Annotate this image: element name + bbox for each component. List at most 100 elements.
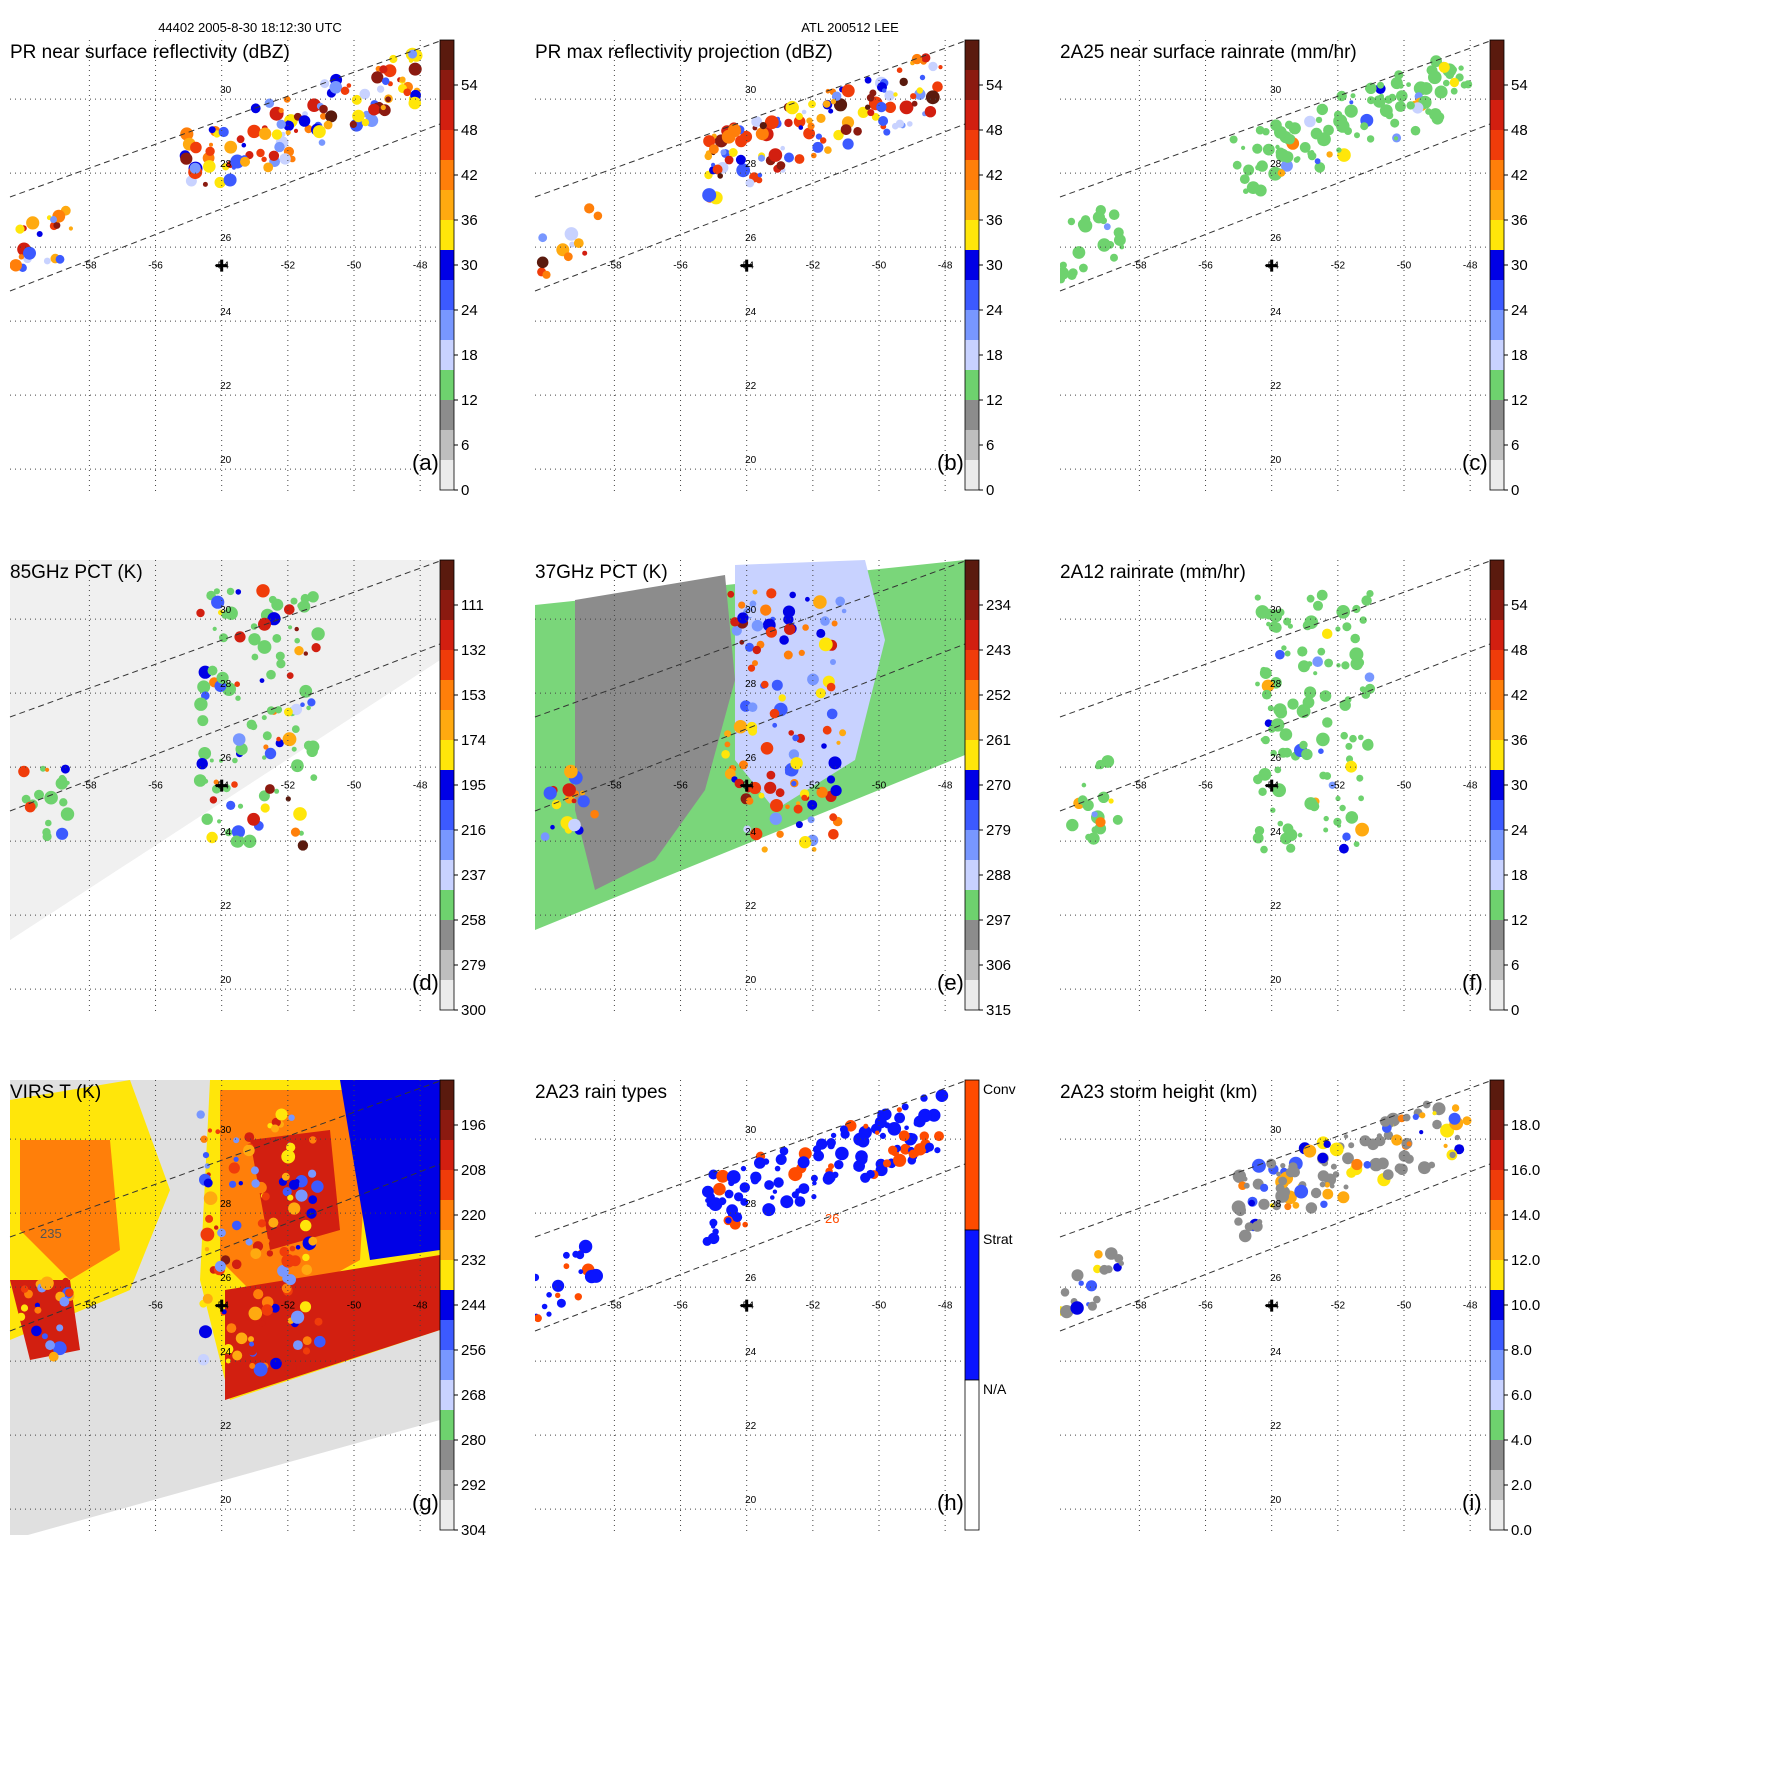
- colorbar-swatch: [440, 890, 454, 920]
- rain-pixel: [736, 163, 751, 178]
- rain-pixel: [1402, 1113, 1411, 1122]
- colorbar-swatch: [1490, 1170, 1504, 1200]
- rain-pixel: [253, 1362, 268, 1377]
- rain-pixel: [202, 181, 208, 187]
- panel-title: 2A25 near surface rainrate (mm/hr): [1060, 42, 1357, 63]
- colorbar-swatch: [440, 740, 454, 770]
- rain-pixel: [792, 734, 799, 742]
- colorbar: 196 208 220 232 244 256 268 280 292 304: [439, 1079, 486, 1539]
- colorbar-swatch: [965, 560, 979, 590]
- lon-tick-label: -52: [1331, 1301, 1346, 1312]
- rain-pixel: [1364, 672, 1375, 682]
- rain-pixel: [290, 597, 298, 605]
- rain-pixel: [263, 162, 274, 173]
- lat-tick-label: 28: [745, 1199, 757, 1210]
- rain-pixel: [1277, 169, 1286, 177]
- colorbar-label: 237: [461, 867, 486, 884]
- rain-pixel: [783, 650, 793, 660]
- panel-letter: (a): [412, 450, 439, 475]
- colorbar-swatch: [964, 1079, 980, 1231]
- rain-pixel: [794, 1196, 806, 1207]
- rain-pixel: [1376, 1133, 1382, 1139]
- lon-tick-label: -56: [148, 781, 163, 792]
- colorbar-label: 252: [986, 687, 1011, 704]
- colorbar-swatch: [965, 400, 979, 430]
- rain-pixel: [1317, 647, 1326, 656]
- colorbar-label: 14.0: [1511, 1207, 1540, 1224]
- rain-pixel: [725, 1217, 732, 1224]
- colorbar-swatch: [440, 130, 454, 160]
- rain-pixel: [34, 1302, 40, 1308]
- rain-pixel: [295, 1189, 308, 1202]
- rain-pixel: [766, 588, 777, 599]
- rain-pixel: [52, 1341, 67, 1356]
- rain-pixel: [319, 104, 328, 114]
- rain-pixel: [1081, 224, 1087, 230]
- colorbar-swatch: [440, 560, 454, 590]
- storm-center-icon: [1265, 259, 1278, 272]
- rain-pixel: [857, 106, 869, 118]
- rain-pixel: [300, 1219, 312, 1232]
- rain-pixel: [864, 76, 872, 84]
- rain-pixel: [281, 1149, 296, 1164]
- rain-pixel: [577, 795, 590, 808]
- rain-pixel: [830, 785, 842, 797]
- rain-pixel: [294, 626, 299, 632]
- rain-pixel: [835, 1146, 849, 1161]
- colorbar-label: 42: [1511, 167, 1528, 184]
- rain-pixel: [291, 1310, 305, 1324]
- rain-pixel: [243, 834, 257, 848]
- rain-pixel: [1258, 1198, 1270, 1210]
- rain-pixel: [36, 231, 43, 237]
- lat-tick-label: 30: [1270, 605, 1282, 616]
- lon-tick-label: -56: [148, 1301, 163, 1312]
- lat-tick-label: 20: [745, 1495, 757, 1506]
- rain-pixel: [225, 1358, 231, 1364]
- rain-pixel: [706, 1201, 713, 1208]
- colorbar-swatch: [440, 400, 454, 430]
- rain-pixel: [247, 124, 261, 139]
- rain-pixel: [304, 125, 313, 134]
- rain-pixel: [302, 1347, 311, 1355]
- rain-pixel: [924, 106, 937, 118]
- warm-ocean-region: [575, 575, 735, 890]
- colorbar-swatch: [440, 340, 454, 370]
- rain-pixel: [871, 113, 880, 121]
- colorbar-swatch: [965, 460, 979, 490]
- rain-pixel: [1356, 774, 1364, 782]
- rain-pixel: [1335, 795, 1341, 802]
- rain-pixel: [904, 1125, 909, 1131]
- lat-tick-label: 22: [1270, 381, 1282, 392]
- rain-pixel: [1342, 832, 1351, 841]
- rain-pixel: [204, 1247, 210, 1252]
- rain-pixel: [740, 1165, 747, 1172]
- rain-pixel: [1340, 731, 1348, 740]
- lat-tick-label: 22: [1270, 1421, 1282, 1432]
- rain-pixel: [747, 702, 758, 712]
- lat-tick-label: 20: [1270, 1495, 1282, 1506]
- rain-pixel: [314, 1317, 323, 1326]
- colorbar: 111 132 153 174 195 216 237 258 279 300: [439, 559, 486, 1019]
- rain-pixel: [1060, 1288, 1070, 1297]
- swath-edge: [1059, 123, 1491, 292]
- rain-pixel: [271, 1117, 281, 1127]
- rain-pixel: [235, 743, 248, 756]
- rain-pixel: [1345, 760, 1358, 773]
- rain-pixel: [1274, 126, 1287, 139]
- rain-pixel: [737, 612, 749, 624]
- rain-pixel: [65, 780, 70, 785]
- rain-pixel: [299, 1301, 312, 1313]
- rain-pixel: [1108, 209, 1120, 220]
- rain-pixel: [266, 1250, 274, 1257]
- rain-pixel: [828, 829, 839, 840]
- rain-pixel: [298, 600, 311, 613]
- rain-pixel: [1320, 1200, 1328, 1208]
- storm-center-icon: [215, 779, 228, 792]
- rain-pixel: [752, 645, 761, 655]
- panel-title: 2A23 rain types: [535, 1082, 667, 1103]
- rain-pixel: [60, 807, 75, 821]
- colorbar-label: 0: [986, 482, 994, 499]
- rain-pixel: [720, 149, 727, 156]
- rain-pixel: [223, 173, 237, 187]
- rain-pixel: [1336, 605, 1350, 619]
